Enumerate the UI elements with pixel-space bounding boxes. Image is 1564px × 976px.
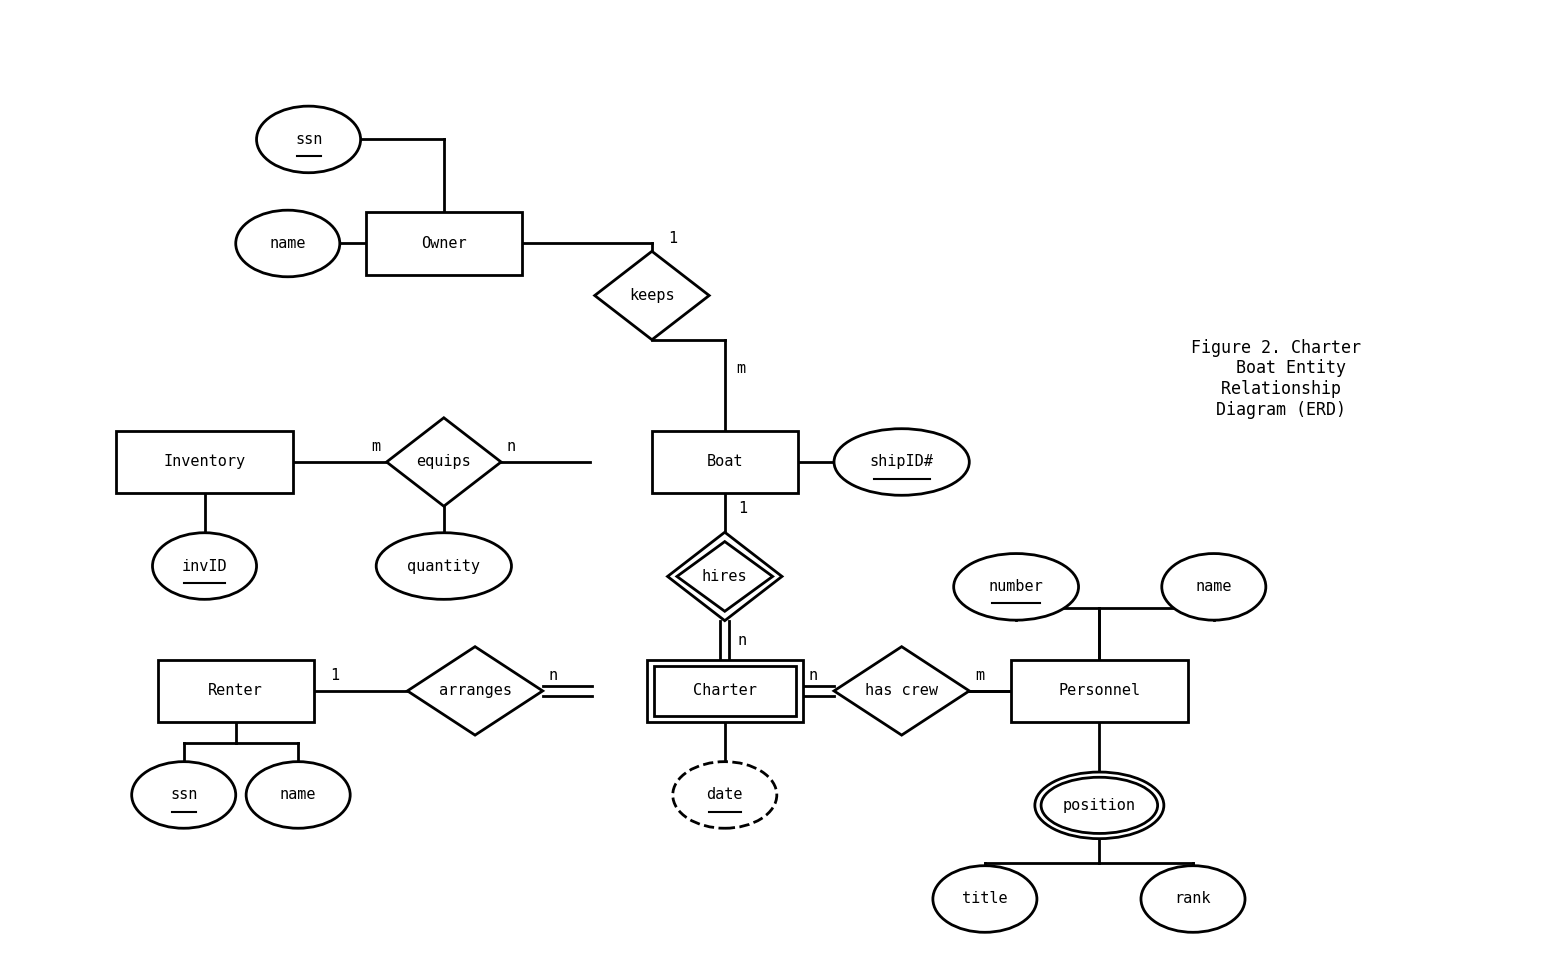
Polygon shape bbox=[594, 251, 708, 340]
Text: invID: invID bbox=[181, 558, 227, 574]
Text: m: m bbox=[974, 668, 984, 683]
Bar bbox=[654, 666, 796, 716]
Polygon shape bbox=[386, 418, 500, 507]
Text: has crew: has crew bbox=[865, 683, 938, 699]
Text: Figure 2. Charter
   Boat Entity
 Relationship
 Diagram (ERD): Figure 2. Charter Boat Entity Relationsh… bbox=[1192, 339, 1361, 419]
Text: rank: rank bbox=[1175, 891, 1211, 907]
Ellipse shape bbox=[673, 761, 777, 829]
Text: 1: 1 bbox=[668, 230, 677, 246]
Ellipse shape bbox=[236, 210, 339, 277]
Text: quantity: quantity bbox=[407, 558, 480, 574]
Bar bbox=[366, 212, 522, 274]
Ellipse shape bbox=[256, 106, 361, 173]
Polygon shape bbox=[834, 647, 970, 735]
Text: name: name bbox=[269, 236, 307, 251]
Text: position: position bbox=[1064, 797, 1135, 813]
Text: n: n bbox=[549, 668, 558, 683]
Polygon shape bbox=[677, 542, 773, 611]
Ellipse shape bbox=[1142, 866, 1245, 932]
Ellipse shape bbox=[1162, 553, 1265, 620]
Text: date: date bbox=[707, 788, 743, 802]
Ellipse shape bbox=[131, 761, 236, 829]
Text: hires: hires bbox=[702, 569, 748, 584]
Text: Renter: Renter bbox=[208, 683, 263, 699]
Polygon shape bbox=[668, 532, 782, 621]
Bar bbox=[1010, 660, 1187, 722]
Text: shipID#: shipID# bbox=[870, 455, 934, 469]
Bar bbox=[158, 660, 314, 722]
Text: n: n bbox=[809, 668, 818, 683]
Text: Charter: Charter bbox=[693, 683, 757, 699]
Text: arranges: arranges bbox=[438, 683, 511, 699]
Text: Inventory: Inventory bbox=[164, 455, 246, 469]
Ellipse shape bbox=[377, 533, 511, 599]
Text: equips: equips bbox=[416, 455, 471, 469]
Text: n: n bbox=[738, 633, 748, 648]
Text: n: n bbox=[507, 439, 516, 454]
Ellipse shape bbox=[1035, 772, 1164, 838]
Text: Boat: Boat bbox=[707, 455, 743, 469]
Bar bbox=[652, 430, 798, 493]
Bar bbox=[647, 660, 802, 722]
Ellipse shape bbox=[954, 553, 1079, 620]
Text: title: title bbox=[962, 891, 1007, 907]
Ellipse shape bbox=[153, 533, 256, 599]
Ellipse shape bbox=[246, 761, 350, 829]
Text: 1: 1 bbox=[738, 502, 748, 516]
Text: name: name bbox=[1195, 580, 1232, 594]
Text: ssn: ssn bbox=[170, 788, 197, 802]
Text: ssn: ssn bbox=[296, 132, 322, 147]
Text: keeps: keeps bbox=[629, 288, 674, 303]
Ellipse shape bbox=[834, 428, 970, 495]
Ellipse shape bbox=[1042, 777, 1157, 834]
Text: m: m bbox=[735, 361, 744, 376]
Text: Personnel: Personnel bbox=[1059, 683, 1140, 699]
Ellipse shape bbox=[932, 866, 1037, 932]
Bar bbox=[116, 430, 292, 493]
Text: 1: 1 bbox=[330, 668, 339, 683]
Text: name: name bbox=[280, 788, 316, 802]
Text: m: m bbox=[372, 439, 380, 454]
Polygon shape bbox=[407, 647, 543, 735]
Text: Owner: Owner bbox=[421, 236, 466, 251]
Text: number: number bbox=[988, 580, 1043, 594]
